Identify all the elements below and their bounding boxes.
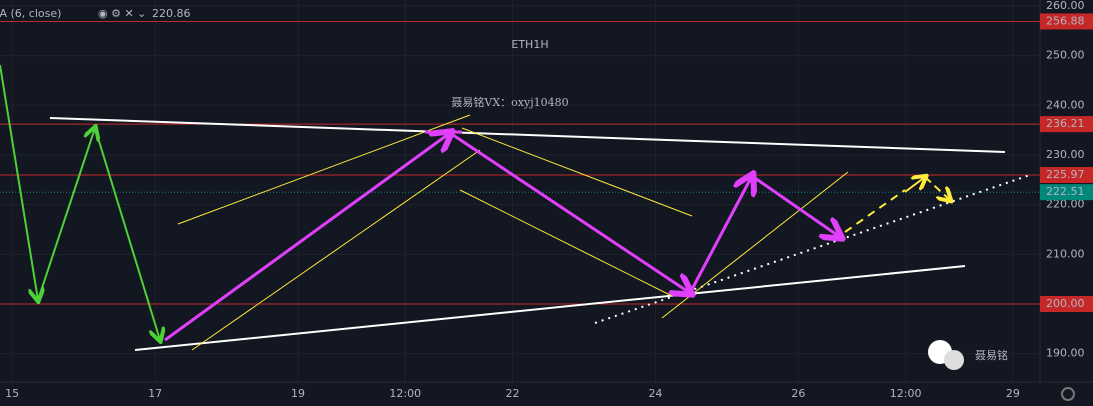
x-tick-label: 12:00	[890, 387, 922, 400]
channel-line	[459, 189, 673, 297]
chart-title: ETH1H	[511, 38, 548, 51]
y-tick-label: 220.00	[1046, 198, 1085, 211]
price-label: 222.51	[1046, 185, 1085, 198]
arrow	[751, 174, 840, 237]
channel-line	[177, 114, 471, 225]
settings-button[interactable]	[1061, 387, 1075, 401]
indicator-name: MA (6, close)	[0, 7, 61, 20]
y-tick-label: 210.00	[1046, 247, 1085, 260]
trendline	[134, 265, 966, 351]
x-tick-label: 17	[148, 387, 162, 400]
price-label-box	[1040, 116, 1093, 133]
arrow	[924, 176, 950, 200]
price-label: 225.97	[1046, 168, 1085, 181]
x-tick-label: 24	[648, 387, 662, 400]
price-label-box	[1040, 184, 1093, 201]
x-tick-label: 22	[505, 387, 519, 400]
price-label-box	[1040, 13, 1093, 30]
price-label: 200.00	[1046, 297, 1085, 310]
x-tick-label: 19	[291, 387, 305, 400]
arrow	[0, 64, 38, 300]
plot	[0, 20, 1040, 305]
price-label-box	[1040, 167, 1093, 184]
watermark: 聂易铭VX：oxyj10480	[451, 95, 568, 109]
channel-line	[461, 127, 693, 217]
y-tick-label: 230.00	[1046, 148, 1085, 161]
y-tick-label: 250.00	[1046, 49, 1085, 62]
arrow	[844, 189, 906, 233]
y-tick-label: 190.00	[1046, 347, 1085, 360]
x-tick-label: 29	[1006, 387, 1020, 400]
arrow	[688, 176, 752, 294]
indicator-value: 220.86	[152, 7, 191, 20]
price-label-box	[1040, 296, 1093, 313]
y-tick-label: 240.00	[1046, 98, 1085, 111]
arrow	[164, 133, 450, 342]
x-tick-label: 26	[791, 387, 805, 400]
drawings	[0, 64, 1031, 351]
axes: 190.00 200.00 210.00 220.00 230.00 240.00 250.…	[5, 0, 1093, 400]
brand-icon	[944, 350, 964, 370]
indicator-icons[interactable]: ◉ ⚙ ✕ ⌄	[98, 7, 146, 20]
price-label: 256.88	[1046, 14, 1085, 27]
arrow	[37, 128, 95, 301]
price-label: 236.21	[1046, 117, 1085, 130]
arrow	[449, 131, 690, 293]
y-tick-label: 260.00	[1046, 0, 1085, 12]
trendline	[49, 117, 1006, 153]
brand-name: 聂易铭	[975, 348, 1008, 362]
arrow	[904, 177, 925, 193]
x-tick-label: 12:00	[389, 387, 421, 400]
x-tick-label: 15	[5, 387, 19, 400]
brand: 聂易铭	[928, 340, 1008, 370]
arrow	[94, 127, 160, 340]
channel-line	[191, 149, 481, 351]
grid	[0, 0, 1040, 382]
